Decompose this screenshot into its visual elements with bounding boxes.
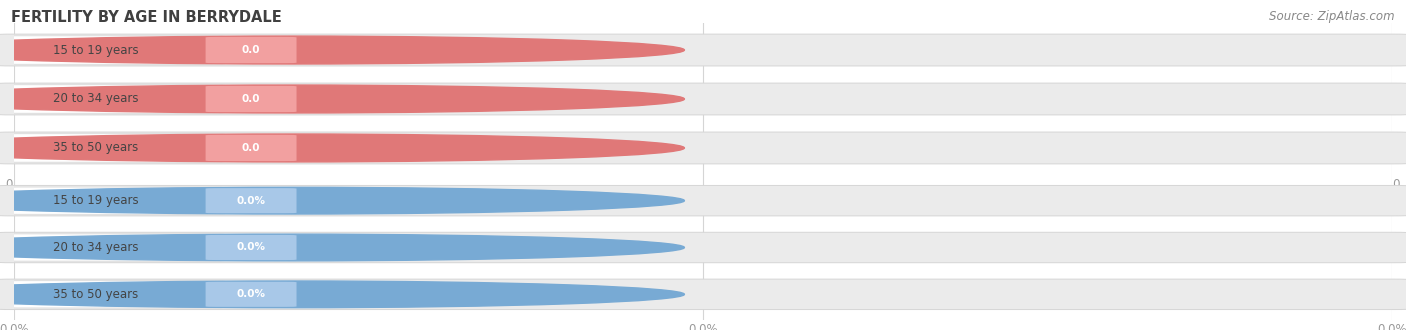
Text: 0.0%: 0.0% (236, 196, 266, 206)
FancyBboxPatch shape (0, 185, 1406, 216)
FancyBboxPatch shape (0, 132, 1406, 164)
Text: FERTILITY BY AGE IN BERRYDALE: FERTILITY BY AGE IN BERRYDALE (11, 10, 283, 25)
FancyBboxPatch shape (0, 83, 1406, 115)
Text: 0.0%: 0.0% (236, 243, 266, 252)
Circle shape (0, 234, 685, 261)
Text: 15 to 19 years: 15 to 19 years (52, 194, 138, 207)
Text: 0.0: 0.0 (242, 45, 260, 55)
Text: 15 to 19 years: 15 to 19 years (52, 44, 138, 56)
Text: 0.0%: 0.0% (236, 289, 266, 299)
FancyBboxPatch shape (205, 37, 297, 63)
FancyBboxPatch shape (3, 187, 225, 214)
FancyBboxPatch shape (3, 234, 225, 261)
Circle shape (0, 134, 685, 162)
FancyBboxPatch shape (205, 135, 297, 161)
Text: Source: ZipAtlas.com: Source: ZipAtlas.com (1270, 10, 1395, 23)
FancyBboxPatch shape (3, 85, 225, 113)
FancyBboxPatch shape (0, 279, 1406, 310)
Circle shape (0, 187, 685, 214)
FancyBboxPatch shape (205, 188, 297, 213)
FancyBboxPatch shape (0, 232, 1406, 263)
Text: 20 to 34 years: 20 to 34 years (52, 92, 138, 106)
Circle shape (0, 85, 685, 113)
Circle shape (0, 36, 685, 64)
FancyBboxPatch shape (205, 86, 297, 112)
FancyBboxPatch shape (3, 36, 225, 64)
Text: 0.0: 0.0 (242, 143, 260, 153)
Text: 0.0: 0.0 (242, 94, 260, 104)
FancyBboxPatch shape (205, 282, 297, 307)
FancyBboxPatch shape (0, 34, 1406, 66)
Text: 35 to 50 years: 35 to 50 years (52, 142, 138, 154)
Text: 20 to 34 years: 20 to 34 years (52, 241, 138, 254)
Text: 35 to 50 years: 35 to 50 years (52, 288, 138, 301)
FancyBboxPatch shape (205, 235, 297, 260)
Circle shape (0, 281, 685, 308)
FancyBboxPatch shape (3, 281, 225, 308)
FancyBboxPatch shape (3, 134, 225, 162)
